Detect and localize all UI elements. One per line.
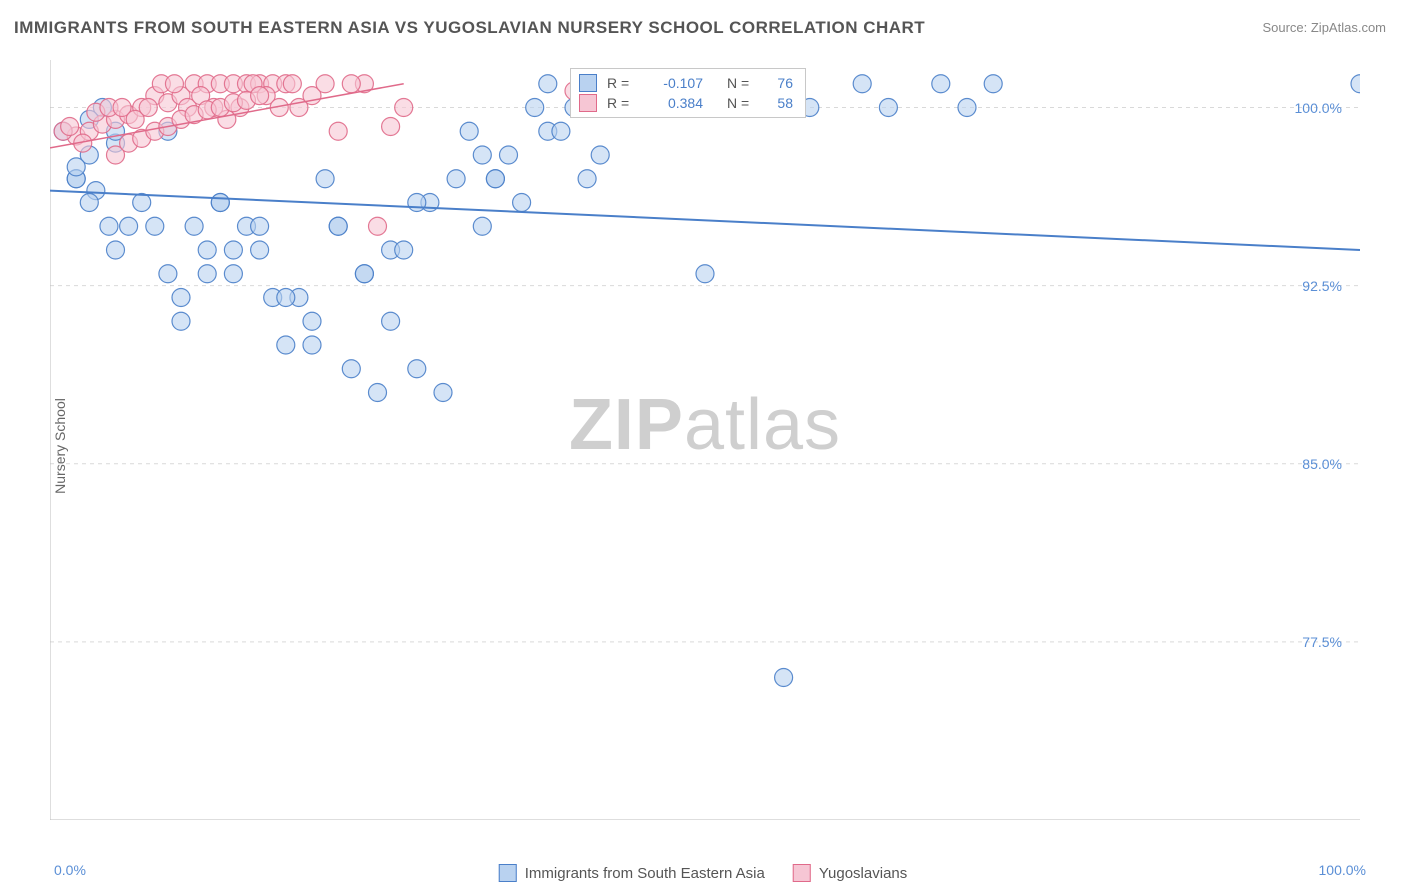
- r-value: -0.107: [645, 75, 703, 91]
- swatch-series1: [499, 864, 517, 882]
- source-label: Source: ZipAtlas.com: [1262, 20, 1386, 35]
- scatter-chart: [50, 60, 1360, 820]
- n-value: 76: [765, 75, 793, 91]
- y-tick-label: 77.5%: [1302, 634, 1342, 650]
- chart-title: IMMIGRANTS FROM SOUTH EASTERN ASIA VS YU…: [14, 18, 925, 38]
- plot-area: ZIPatlas R =-0.107N =76R =0.384N =58 77.…: [50, 60, 1360, 820]
- r-label: R =: [607, 75, 635, 91]
- n-value: 58: [765, 95, 793, 111]
- y-tick-label: 85.0%: [1302, 456, 1342, 472]
- legend-row: R = -0.107 N = 76: [579, 73, 793, 93]
- legend-swatch: [579, 94, 597, 112]
- n-label: N =: [727, 75, 755, 91]
- y-tick-label: 92.5%: [1302, 278, 1342, 294]
- legend-label-series1: Immigrants from South Eastern Asia: [525, 865, 765, 882]
- legend-item-series1: Immigrants from South Eastern Asia: [499, 864, 765, 882]
- r-label: R =: [607, 95, 635, 111]
- legend-label-series2: Yugoslavians: [819, 865, 907, 882]
- r-value: 0.384: [645, 95, 703, 111]
- correlation-legend: R = -0.107 N = 76 R = 0.384 N = 58: [570, 68, 806, 118]
- x-min-label: 0.0%: [54, 862, 86, 878]
- swatch-series2: [793, 864, 811, 882]
- legend-row: R = 0.384 N = 58: [579, 93, 793, 113]
- y-tick-label: 100.0%: [1295, 100, 1342, 116]
- n-label: N =: [727, 95, 755, 111]
- x-max-label: 100.0%: [1319, 862, 1366, 878]
- legend-swatch: [579, 74, 597, 92]
- series-legend: Immigrants from South Eastern Asia Yugos…: [499, 864, 908, 882]
- legend-item-series2: Yugoslavians: [793, 864, 907, 882]
